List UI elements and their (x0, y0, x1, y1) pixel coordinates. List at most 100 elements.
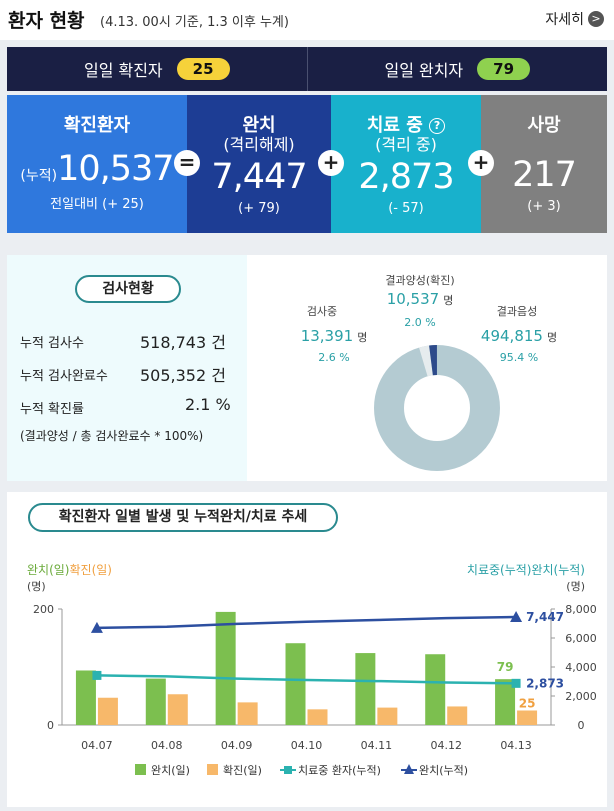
chevron-right-icon[interactable]: > (588, 11, 604, 27)
page-header: 환자 현황 (4.13. 00시 기준, 1.3 이후 누계) 자세히 > (0, 0, 614, 40)
right-tick-label: 0 (578, 719, 585, 732)
bar-confirmed-daily (237, 702, 258, 725)
left-tick-label: 200 (33, 603, 54, 616)
legend-marker (284, 766, 292, 774)
released-sublabel: (격리해제) (223, 135, 295, 154)
bar-confirmed-daily (307, 709, 328, 725)
x-tick-label: 04.07 (81, 739, 113, 752)
tests-row-label: 누적 검사수 (20, 336, 84, 351)
legend-label: 확진(일) (223, 763, 262, 777)
tests-row-value: 518,743 건 (140, 333, 226, 352)
legend-label: 완치(일) (151, 763, 190, 777)
help-icon[interactable]: ? (429, 118, 446, 134)
legend-swatch (135, 764, 146, 775)
deaths-delta: (+ 3) (527, 199, 561, 214)
daily-confirmed-label: 일일 확진자 (83, 61, 163, 80)
left-axis-title-b: 확진(일) (69, 563, 111, 577)
bar-confirmed-daily (97, 697, 118, 725)
x-tick-label: 04.08 (151, 739, 183, 752)
tests-row-completed: 누적 검사완료수 505,352 건 (20, 365, 226, 385)
chart-legend: 완치(일) 확진(일) 치료중 환자(누적) 완치(누적) (135, 763, 468, 777)
treatment-box: 치료 중 ? (격리 중) 2,873 (- 57) (331, 95, 481, 233)
treatment-cum-marker (92, 670, 102, 680)
confirmed-label: 확진환자 (63, 115, 131, 136)
more-link[interactable]: 자세히 > (545, 9, 604, 29)
treatment-cum-line (96, 674, 517, 685)
tests-row-value: 2.1 % (185, 395, 231, 414)
treatment-value: 2,873 (358, 157, 454, 197)
confirmed-delta: 전일대비 (+ 25) (50, 197, 144, 212)
recovered-cum-marker (510, 611, 523, 623)
equals-icon: = (174, 150, 200, 176)
bar-recovered-daily (285, 643, 306, 725)
donut-testing-unit: 명 (357, 331, 367, 344)
donut-negative-value-line: 494,815 명 (481, 327, 557, 345)
daily-confirmed-badge: 25 (176, 58, 230, 80)
x-tick-label: 04.10 (291, 739, 323, 752)
donut-slice-testing (374, 345, 500, 472)
confirmed-prefix: (누적) (20, 168, 58, 184)
legend-marker (404, 764, 414, 774)
donut-testing-label: 검사중 (307, 305, 337, 318)
deaths-label: 사망 (527, 115, 561, 136)
donut-testing-value: 13,391 (301, 327, 354, 345)
donut-ring (374, 345, 500, 472)
summary-panel: 확진환자 (누적)10,537 전일대비 (+ 25) 완치 (격리해제) 7,… (7, 95, 607, 233)
recovered-cum-line (96, 615, 517, 630)
released-label: 완치 (242, 115, 276, 136)
daily-stats-bar: 일일 확진자 25 일일 완치자 79 (7, 47, 607, 91)
annotation-recovered-daily: 79 (497, 660, 514, 674)
plot-area: 0 200 0 2,000 4,000 6,000 8,000 04.07 04.08 04.09… (33, 603, 597, 752)
trend-title: 확진환자 일별 발생 및 누적완치/치료 추세 (28, 503, 338, 532)
treatment-label: 치료 중 (366, 115, 423, 136)
donut-negative-value: 494,815 (481, 327, 543, 345)
released-box: 완치 (격리해제) 7,447 (+ 79) (187, 95, 331, 233)
deaths-value: 217 (512, 155, 577, 195)
tests-row-total: 누적 검사수 518,743 건 (20, 332, 226, 352)
legend-swatch (207, 764, 218, 775)
donut-positive-label: 결과양성(확진) (385, 274, 454, 287)
bar-recovered-daily (75, 670, 96, 725)
tests-row-label: 누적 검사완료수 (20, 369, 108, 384)
donut-slice-positive (374, 345, 500, 471)
plus-icon: + (468, 150, 494, 176)
donut-positive-value: 10,537 (387, 290, 440, 308)
right-tick-label: 8,000 (565, 603, 597, 616)
right-tick-label: 2,000 (565, 690, 597, 703)
treatment-delta: (- 57) (388, 201, 424, 216)
tests-stats: 검사현황 누적 검사수 518,743 건 누적 검사완료수 505,352 건… (7, 255, 247, 481)
page-title: 환자 현황 (8, 10, 85, 32)
trend-chart: 완치(일)확진(일) (명) 치료중(누적)완치(누적) (명) 020002,… (27, 563, 597, 777)
annotation-confirmed-daily: 25 (519, 697, 536, 711)
left-axis-unit: (명) (27, 580, 46, 593)
bar-recovered-daily (425, 654, 446, 725)
right-axis-title: 치료중(누적)완치(누적) (467, 563, 585, 577)
bar-confirmed-daily (447, 706, 468, 725)
left-axis-title: 완치(일)확진(일) (27, 563, 112, 577)
daily-recovered: 일일 완치자 79 (306, 47, 608, 91)
tests-row-rate: 누적 확진률 2.1 % (20, 395, 231, 417)
tests-row-value: 505,352 건 (140, 366, 226, 385)
x-tick-label: 04.09 (221, 739, 253, 752)
annotation-treatment-cum: 2,873 (526, 676, 564, 690)
donut-positive-value-line: 10,537 명 (387, 290, 454, 308)
donut-testing-value-line: 13,391 명 (301, 327, 368, 345)
x-tick-label: 04.11 (361, 739, 393, 752)
right-tick-label: 6,000 (565, 632, 597, 645)
left-tick-label: 0 (47, 719, 54, 732)
donut-positive-unit: 명 (443, 294, 453, 307)
donut-positive-pct: 2.0 % (404, 316, 435, 329)
daily-recovered-badge: 79 (477, 58, 531, 80)
legend-label: 치료중 환자(누적) (298, 764, 381, 777)
tests-note: (결과양성 / 총 검사완료수 * 100%) (20, 429, 204, 443)
annotation-recovered-cum: 7,447 (526, 610, 564, 624)
more-label[interactable]: 자세히 (545, 12, 584, 28)
bar-recovered-daily (215, 611, 236, 725)
page-subtitle: (4.13. 00시 기준, 1.3 이후 누계) (100, 15, 289, 30)
bar-confirmed-daily (517, 710, 538, 725)
x-tick-label: 04.12 (430, 739, 462, 752)
recovered-cum-marker (90, 621, 103, 633)
donut-testing-pct: 2.6 % (318, 351, 349, 364)
trend-panel: 확진환자 일별 발생 및 누적완치/치료 추세 완치(일)확진(일) (명) 치… (7, 492, 607, 807)
left-axis-title-a: 완치(일) (27, 563, 69, 577)
